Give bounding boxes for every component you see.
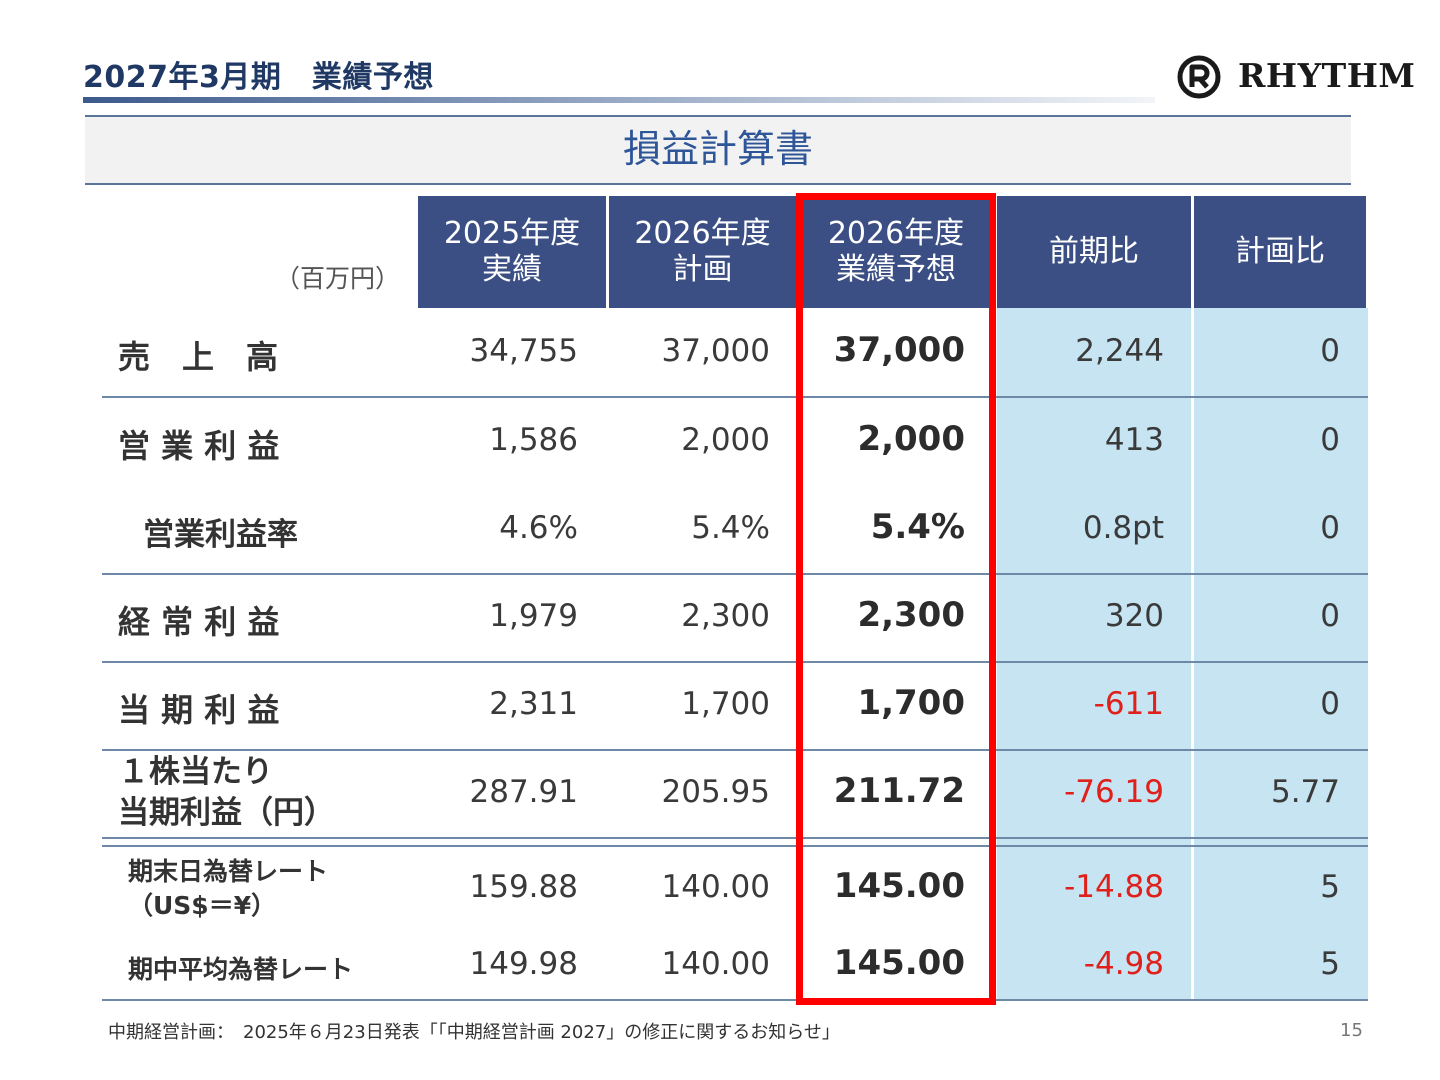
cell-2026-forecast: 37,000 — [833, 330, 965, 370]
cell-yoy: -14.88 — [1064, 869, 1164, 905]
column-header-vs-plan: 計画比 — [1194, 196, 1366, 308]
cell-yoy: -611 — [1093, 686, 1164, 722]
cell-2025-actual: 1,979 — [489, 598, 578, 634]
company-logo: RHYTHM — [1176, 54, 1415, 100]
row-label-ordinary-income: 経 常 利 益 — [118, 603, 280, 641]
cell-2026-plan: 205.95 — [661, 774, 770, 810]
cell-2025-actual: 4.6% — [499, 510, 578, 546]
row-label-operating-margin: 営業利益率 — [143, 517, 298, 553]
row-divider — [102, 573, 1368, 575]
cell-2026-forecast: 211.72 — [833, 771, 965, 811]
row-label-operating-income: 営 業 利 益 — [118, 427, 280, 465]
cell-2025-actual: 287.91 — [469, 774, 578, 810]
row-label-net-sales: 売 上 高 — [118, 338, 279, 376]
cell-2025-actual: 1,586 — [489, 422, 578, 458]
cell-yoy: -76.19 — [1064, 774, 1164, 810]
cell-2026-plan: 37,000 — [661, 333, 770, 369]
row-divider — [102, 845, 1368, 847]
cell-2026-plan: 2,300 — [681, 598, 770, 634]
unit-label: （百万円） — [274, 264, 400, 293]
footnote: 中期経営計画： 2025年６月23日発表「「中期経営計画 2027」の修正に関す… — [108, 1022, 840, 1043]
cell-vs-plan: 0 — [1320, 333, 1340, 369]
cell-yoy: 413 — [1104, 422, 1164, 458]
cell-vs-plan: 5.77 — [1270, 774, 1340, 810]
row-label-average-fx-rate: 期中平均為替レート — [128, 955, 354, 984]
row-label-period-end-fx-rate: 期末日為替レート （US$＝¥） — [128, 857, 329, 920]
column-header-2026-plan: 2026年度 計画 — [609, 196, 796, 308]
cell-2026-plan: 140.00 — [661, 946, 770, 982]
cell-2026-plan: 2,000 — [681, 422, 770, 458]
cell-2026-forecast: 1,700 — [857, 683, 965, 723]
cell-2026-plan: 5.4% — [691, 510, 770, 546]
title-underline — [83, 97, 1155, 103]
cell-vs-plan: 0 — [1320, 686, 1340, 722]
page-title: 2027年3月期 業績予想 — [83, 60, 434, 95]
column-header-2025-actual: 2025年度 実績 — [418, 196, 606, 308]
cell-vs-plan: 5 — [1320, 946, 1340, 982]
cell-vs-plan: 0 — [1320, 422, 1340, 458]
cell-2026-plan: 140.00 — [661, 869, 770, 905]
row-label-net-income: 当 期 利 益 — [118, 691, 280, 729]
cell-yoy: -4.98 — [1083, 946, 1164, 982]
column-header-yoy: 前期比 — [997, 196, 1191, 308]
cell-vs-plan: 5 — [1320, 869, 1340, 905]
column-header-2026-forecast: 2026年度 業績予想 — [800, 196, 992, 308]
cell-2025-actual: 159.88 — [469, 869, 578, 905]
cell-yoy: 2,244 — [1075, 333, 1164, 369]
row-label-eps: １株当たり 当期利益（円） — [118, 754, 335, 831]
column-separator — [1191, 308, 1194, 1001]
page-number: 15 — [1340, 1020, 1363, 1041]
rhythm-logo-icon — [1177, 55, 1221, 99]
row-divider — [102, 661, 1368, 663]
cell-2025-actual: 34,755 — [469, 333, 578, 369]
row-divider — [102, 749, 1368, 751]
cell-2025-actual: 149.98 — [469, 946, 578, 982]
row-divider — [102, 837, 1368, 839]
cell-2026-forecast: 2,300 — [857, 595, 965, 635]
cell-yoy: 320 — [1104, 598, 1164, 634]
cell-2026-plan: 1,700 — [681, 686, 770, 722]
cell-2026-forecast: 145.00 — [833, 866, 965, 906]
cell-2026-forecast: 5.4% — [870, 507, 965, 547]
row-divider — [102, 396, 1368, 398]
cell-2026-forecast: 145.00 — [833, 943, 965, 983]
logo-text: RHYTHM — [1238, 56, 1416, 95]
cell-vs-plan: 0 — [1320, 510, 1340, 546]
cell-vs-plan: 0 — [1320, 598, 1340, 634]
cell-yoy: 0.8pt — [1082, 510, 1164, 546]
section-title: 損益計算書 — [85, 115, 1351, 185]
comparison-columns-background — [997, 308, 1368, 1001]
table-bottom-border — [102, 999, 1368, 1001]
cell-2026-forecast: 2,000 — [857, 419, 965, 459]
cell-2025-actual: 2,311 — [489, 686, 578, 722]
